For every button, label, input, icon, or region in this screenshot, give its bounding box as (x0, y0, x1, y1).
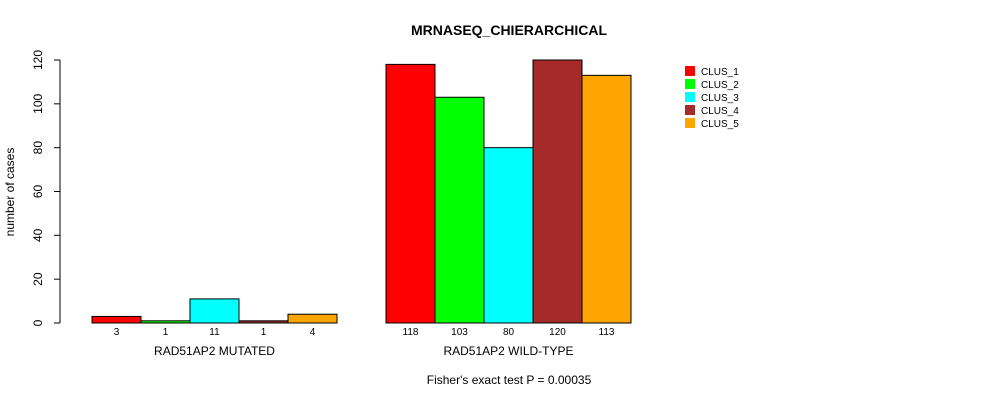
bar-value-label: 11 (209, 327, 220, 338)
legend-swatch (685, 79, 695, 89)
y-tick-label: 120 (31, 50, 45, 70)
group-label: RAD51AP2 MUTATED (154, 344, 275, 358)
legend-label: CLUS_5 (701, 119, 739, 130)
bar-value-label: 120 (549, 327, 566, 338)
legend-swatch (685, 66, 695, 76)
bar-clus-3 (189, 298, 240, 324)
bar-value-label: 103 (451, 327, 468, 338)
bar-clus-1 (385, 63, 436, 324)
bar-clus-5 (581, 74, 632, 324)
y-tick-label: 80 (31, 141, 45, 155)
y-tick-label: 20 (31, 272, 45, 286)
bar-clus-3 (483, 147, 534, 324)
bar-clus-2 (140, 320, 191, 324)
legend-swatch (685, 105, 695, 115)
bar-clus-4 (532, 59, 583, 324)
bar-clus-5 (287, 313, 338, 324)
legend: CLUS_1 CLUS_2 CLUS_3 CLUS_4 CLUS_5 (685, 66, 739, 130)
y-tick-label: 0 (31, 319, 45, 326)
bar-value-label: 118 (403, 327, 419, 338)
legend-swatch (685, 92, 695, 102)
group-labels: RAD51AP2 MUTATED RAD51AP2 WILD-TYPE (154, 344, 573, 358)
y-tick-label: 100 (31, 94, 45, 114)
legend-swatch (685, 118, 695, 128)
y-tick-label: 60 (31, 185, 45, 199)
bar-clus-4 (238, 320, 289, 324)
legend-label: CLUS_4 (701, 106, 739, 117)
chart-title: MRNASEQ_CHIERARCHICAL (411, 22, 607, 38)
bar-value-label: 1 (163, 327, 169, 338)
bar-value-label: 80 (503, 327, 515, 338)
bar-clus-2 (434, 96, 485, 324)
bar-value-label: 4 (310, 327, 316, 338)
footnote: Fisher's exact test P = 0.00035 (427, 373, 592, 387)
group-label: RAD51AP2 WILD-TYPE (443, 344, 573, 358)
bar-value-label: 113 (599, 327, 615, 338)
y-tick-label: 40 (31, 228, 45, 242)
bars: 3 1 11 1 4 118 103 80 120 113 (91, 59, 632, 338)
legend-label: CLUS_1 (701, 67, 739, 78)
y-axis: 0 20 40 60 80 100 120 (31, 50, 61, 326)
y-axis-label: number of cases (3, 148, 17, 237)
legend-label: CLUS_3 (701, 93, 739, 104)
bar-clus-1 (91, 315, 142, 324)
legend-label: CLUS_2 (701, 80, 739, 91)
bar-value-label: 1 (261, 327, 267, 338)
bar-value-label: 3 (114, 327, 120, 338)
